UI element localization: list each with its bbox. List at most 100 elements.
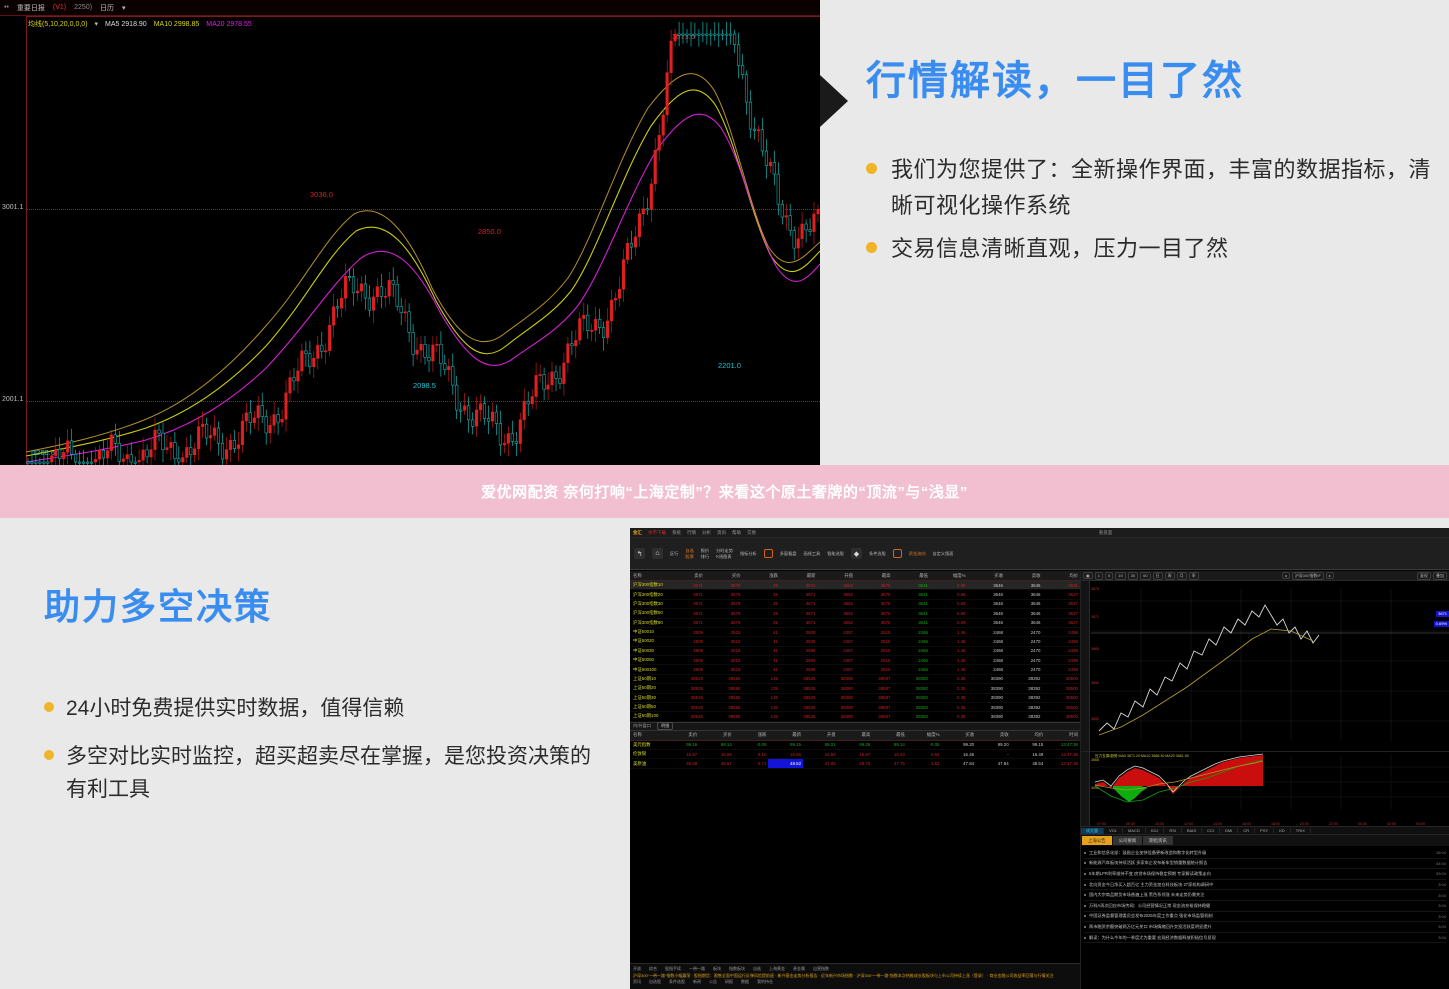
table-row[interactable]: 中证50010 2509 2515 41 2509 2467 2515 2466 1.46 246… [630, 627, 1080, 638]
footer-tab-item[interactable]: 数据 [741, 979, 749, 984]
symbol-selector[interactable]: 沪深300指数IF [1291, 571, 1324, 580]
terminal-toolbar[interactable]: ↰ ⌂ 区行 自选 股票 报价 排行 分时走势 K线图表 指标 [630, 538, 1449, 570]
footer-menu-item[interactable]: 综合 [649, 966, 657, 971]
list-item[interactable]: 5年期LPR利率维持不变 房贷市场保持稳定预期 专家解读政策走向 39:04 [1084, 869, 1446, 880]
timeframe-bar[interactable]: ▣ 1 5 15 30 60 日周月季 ◂ 沪深300指数IF ▸ 复权 叠加 [1081, 571, 1449, 581]
table-row[interactable]: 上证50期30 38525 38565 135 38525 38380 38587 38360… [630, 693, 1080, 703]
col2-low[interactable]: 最低 [872, 730, 907, 741]
timeframe-30[interactable]: 30 [1127, 571, 1139, 580]
quote-table[interactable]: 名称 卖价 买价 涨跌 最新 开盘 最高 最低 幅度% 买收 卖收 [630, 571, 1080, 722]
table-row[interactable]: 中证50020 2509 2515 41 2509 2467 2515 2466 1.46 246… [630, 636, 1080, 647]
volume-indicator-chart[interactable]: 3668 3652 [1081, 751, 1449, 826]
chart-period-menu[interactable]: 日历 [100, 4, 115, 12]
chevron-down-icon[interactable]: ▾ [94, 21, 99, 28]
news-tab[interactable]: 上海公告 [1082, 836, 1112, 845]
menu-trade[interactable]: 交易 [747, 529, 756, 535]
menu-help[interactable]: 帮助 [732, 529, 741, 535]
footer-tab-item[interactable]: 我的持仓 [757, 979, 773, 984]
timeframe-1[interactable]: 1 [1094, 571, 1104, 580]
news-tab[interactable]: 公司要闻 [1112, 836, 1143, 845]
menu-news[interactable]: 资讯 [717, 529, 726, 535]
toolbar-item-5[interactable]: 多窗看盘 [779, 550, 797, 556]
table-row[interactable]: 沪深300指数90 3671 3679 25 3671 3652 3675 3641 0.69 3… [630, 618, 1080, 628]
table-row[interactable]: 沪深300指数50 3671 3679 25 3671 3652 3675 3641 0.69 3… [630, 608, 1080, 619]
summary-row[interactable]: 美元指数 99.16 99.14 -0.05 99.15 99.21 99.26 99.14-… [630, 740, 1080, 751]
col2-high[interactable]: 最高 [837, 730, 873, 741]
menu-analysis[interactable]: 分析 [702, 529, 711, 535]
undo-icon[interactable]: ↰ [634, 548, 645, 559]
news-tab-bar[interactable]: 上海公告 公司要闻 期指资讯 [1081, 835, 1449, 846]
timeframe-季[interactable]: 季 [1188, 571, 1199, 580]
table-row[interactable]: 上证50期100 38525 38565 135 38525 38380 38587 3836… [630, 711, 1080, 722]
orderbook-subbar[interactable]: 内/外盘口 明细 [630, 721, 1080, 731]
col-ask[interactable]: 卖价 [667, 571, 705, 581]
col2-pct[interactable]: 幅度% [906, 730, 942, 741]
news-tab[interactable]: 期指资讯 [1143, 836, 1173, 845]
col-pct[interactable]: 幅度% [930, 571, 968, 581]
col2-sellvol[interactable]: 卖收 [976, 730, 1011, 741]
toolbar-item-9[interactable]: 资金流向 [908, 550, 926, 556]
adjust-button[interactable]: 复权 [1417, 571, 1431, 580]
next-icon[interactable]: ▸ [1325, 572, 1334, 579]
footer-tab-item[interactable]: 条件选股 [669, 979, 685, 984]
col2-ask[interactable]: 卖价 [664, 730, 700, 741]
footer-menu-item[interactable]: 上海黄金 [769, 966, 785, 971]
toolbar-item-7[interactable]: 智能选股 [827, 550, 844, 556]
col-low[interactable]: 最低 [892, 571, 930, 581]
footer-menu-item[interactable]: 板块 [713, 966, 721, 971]
indicator-BIAS[interactable]: BIAS [1182, 828, 1203, 833]
chart-icon[interactable] [763, 549, 773, 558]
list-item[interactable]: 工业和信息化部：鼓励企业加快设备更新改造和数字化转型升级 16:04 [1084, 848, 1446, 859]
quote-table-panel[interactable]: 名称 卖价 买价 涨跌 最新 开盘 最高 最低 幅度% 买收 卖收 [630, 571, 1080, 989]
col-sellvol[interactable]: 卖收 [1005, 571, 1043, 581]
indicator-KDJ[interactable]: KDJ [1146, 828, 1165, 833]
toolbar-item-10[interactable]: 自定义版面 [932, 550, 954, 556]
toolbar-item-1[interactable]: 自选 股票 [685, 547, 694, 559]
table-row[interactable]: 沪深300指数30 3671 3679 25 3671 3652 3675 3641 0.69 3… [630, 599, 1080, 610]
table-row[interactable]: 沪深300指数20 3671 3679 25 3671 3652 3675 3641 0.69 3… [630, 589, 1080, 600]
col-name[interactable]: 名称 [630, 571, 668, 581]
footer-menu-item[interactable]: 自营指数 [813, 966, 829, 971]
menu-quotes[interactable]: 行情 [687, 529, 696, 535]
trading-terminal[interactable]: 金汇 水不下载 系统 行情 分析 资讯 帮助 交易 看盘面 ↰ ⌂ 区行 自选 [630, 528, 1449, 989]
timeframe-60[interactable]: 60 [1140, 571, 1151, 580]
footer-menu-row[interactable]: 开放 综合 股指手续 一带一路 板块 指数板块 自选 上海黄金 贵金属 自营指数 [633, 966, 1077, 972]
footer-menu-item[interactable]: 一带一路 [689, 966, 705, 971]
col2-avg[interactable]: 均价 [1010, 730, 1046, 741]
toolbar-item-4[interactable]: 指标分析 [739, 550, 757, 556]
summary-row[interactable]: 美原油 48.58 48.57 0.71 48.52 47.85 48.70 47.75 1.5… [630, 758, 1080, 769]
footer-tab-item[interactable]: 资讯 [633, 979, 641, 984]
table-row[interactable]: 上证50期50 38525 38565 135 38525 38380 38587 38360… [630, 702, 1080, 713]
toolbar-item-2[interactable]: 报价 排行 [700, 547, 710, 559]
indicator-KD[interactable]: KD [1274, 828, 1291, 833]
toolbar-item-3[interactable]: 分时走势 K线图表 [716, 547, 733, 559]
col2-buyvol[interactable]: 买收 [941, 730, 977, 741]
list-item[interactable]: 两市融资余额突破两万亿元关口 市场情绪回升交投活跃度明显提升 3:04 [1084, 922, 1446, 933]
footer-tab-item[interactable]: 公告 [709, 979, 717, 984]
indicator-RSI[interactable]: RSI [1164, 828, 1183, 833]
terminal-footer[interactable]: 开放 综合 股指手续 一带一路 板块 指数板块 自选 上海黄金 贵金属 自营指数 沪深300“一带… [630, 963, 1080, 989]
table-row[interactable]: 中证50050 2509 2515 41 2509 2467 2515 2466 1.46 246… [630, 655, 1080, 666]
subbar-detail-chip[interactable]: 明细 [656, 722, 674, 731]
col2-last[interactable]: 最新 [768, 730, 804, 741]
indicator-CR[interactable]: CR [1238, 828, 1256, 833]
col2-open[interactable]: 开盘 [803, 730, 838, 741]
footer-menu-item[interactable]: 贵金属 [793, 966, 805, 971]
footer-menu-item[interactable]: 自选 [753, 966, 761, 971]
table-row[interactable]: 上证50期10 38525 38565 135 38525 38380 38587 38360… [630, 674, 1080, 685]
expand-icon[interactable]: ▣ [1083, 572, 1093, 579]
menu-system[interactable]: 系统 [672, 529, 681, 535]
window-icon[interactable] [892, 549, 902, 558]
footer-tab-item[interactable]: 研报 [725, 979, 733, 984]
chart-news-panel[interactable]: ▣ 1 5 15 30 60 日周月季 ◂ 沪深300指数IF ▸ 复权 叠加 3675 … [1080, 571, 1449, 989]
list-item[interactable]: 新能源汽车板块持续活跃 多家车企发布新车型销量数据统计报告 44:04 [1084, 859, 1446, 870]
footer-tab-row[interactable]: 资讯 自选股 条件选股 新闻 公告 研报 数据 我的持仓 [633, 979, 1077, 985]
toolbar-item-0[interactable]: 区行 [670, 550, 679, 556]
toolbar-item-6[interactable]: 画线工具 [803, 550, 821, 556]
home-icon[interactable]: ⌂ [652, 548, 663, 559]
timeframe-5[interactable]: 5 [1105, 571, 1114, 580]
footer-tab-item[interactable]: 自选股 [649, 979, 661, 984]
list-item[interactable]: 国内大宗商品期货市场普遍上涨 黑色系领涨 未来走势仍需关注 3:04 [1084, 890, 1446, 901]
intraday-chart[interactable]: 3675 3671 3665 3660 3652 3671 0.69% [1081, 581, 1449, 751]
overlay-button[interactable]: 叠加 [1433, 571, 1447, 580]
